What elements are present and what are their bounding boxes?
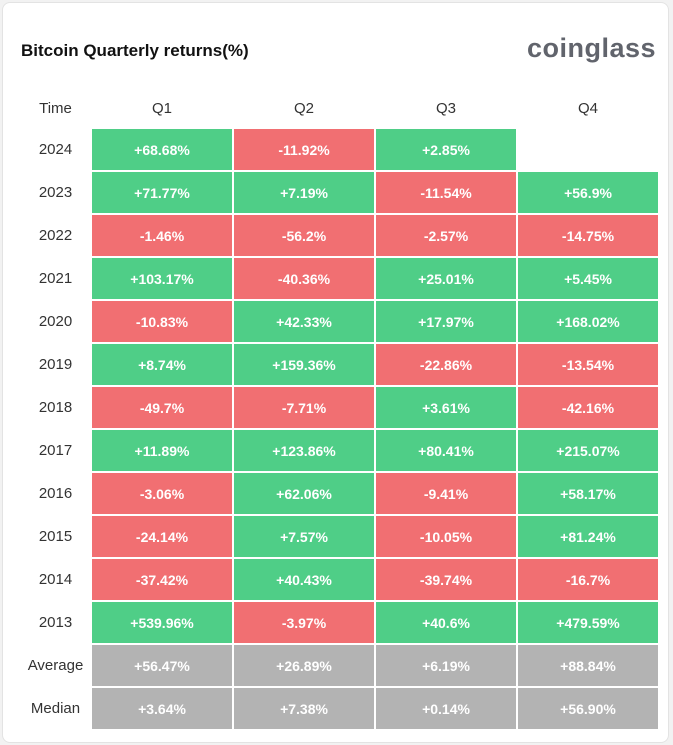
return-cell: -49.7% [92, 387, 232, 428]
row-label: Median [30, 700, 81, 717]
row-label: 2016 [38, 485, 73, 502]
table-row: 2021 +103.17% -40.36% +25.01% +5.45% [21, 258, 658, 299]
return-cell: +17.97% [376, 301, 516, 342]
returns-table: Time Q1 Q2 Q3 Q4 2024 +68.68% -11.92% +2.85% 202… [19, 87, 660, 731]
column-header-q3: Q3 [435, 99, 456, 117]
row-label: Average [27, 657, 84, 674]
table-row: 2013 +539.96% -3.97% +40.6% +479.59% [21, 602, 658, 643]
return-cell: +58.17% [518, 473, 658, 514]
table-row: 2024 +68.68% -11.92% +2.85% [21, 129, 658, 170]
return-cell: -13.54% [518, 344, 658, 385]
return-cell: +68.68% [92, 129, 232, 170]
return-cell: +7.38% [234, 688, 374, 729]
table-row: 2019 +8.74% +159.36% -22.86% -13.54% [21, 344, 658, 385]
return-cell: -2.57% [376, 215, 516, 256]
return-cell: +7.57% [234, 516, 374, 557]
table-row: 2023 +71.77% +7.19% -11.54% +56.9% [21, 172, 658, 213]
return-cell: -3.06% [92, 473, 232, 514]
return-cell: -40.36% [234, 258, 374, 299]
return-cell: -42.16% [518, 387, 658, 428]
empty-cell [518, 129, 658, 170]
table-row: 2016 -3.06% +62.06% -9.41% +58.17% [21, 473, 658, 514]
summary-row: Average +56.47% +26.89% +6.19% +88.84% [21, 645, 658, 686]
return-cell: +56.9% [518, 172, 658, 213]
return-cell: +56.90% [518, 688, 658, 729]
return-cell: +8.74% [92, 344, 232, 385]
return-cell: +215.07% [518, 430, 658, 471]
return-cell: -22.86% [376, 344, 516, 385]
header-row: Time Q1 Q2 Q3 Q4 [21, 89, 658, 127]
return-cell: +479.59% [518, 602, 658, 643]
return-cell: -10.05% [376, 516, 516, 557]
table-row: 2017 +11.89% +123.86% +80.41% +215.07% [21, 430, 658, 471]
return-cell: -24.14% [92, 516, 232, 557]
table-row: 2014 -37.42% +40.43% -39.74% -16.7% [21, 559, 658, 600]
return-cell: -37.42% [92, 559, 232, 600]
return-cell: -56.2% [234, 215, 374, 256]
return-cell: +168.02% [518, 301, 658, 342]
return-cell: +3.64% [92, 688, 232, 729]
return-cell: -9.41% [376, 473, 516, 514]
return-cell: -16.7% [518, 559, 658, 600]
table-row: 2018 -49.7% -7.71% +3.61% -42.16% [21, 387, 658, 428]
return-cell: -39.74% [376, 559, 516, 600]
return-cell: +2.85% [376, 129, 516, 170]
table-body: 2024 +68.68% -11.92% +2.85% 2023 +71.77% +7.19… [21, 129, 658, 729]
column-header-q1: Q1 [151, 99, 172, 117]
return-cell: +11.89% [92, 430, 232, 471]
row-label: 2013 [38, 614, 73, 631]
return-cell: +80.41% [376, 430, 516, 471]
return-cell: -11.92% [234, 129, 374, 170]
return-cell: +62.06% [234, 473, 374, 514]
return-cell: +159.36% [234, 344, 374, 385]
return-cell: -3.97% [234, 602, 374, 643]
table-row: 2015 -24.14% +7.57% -10.05% +81.24% [21, 516, 658, 557]
return-cell: -11.54% [376, 172, 516, 213]
row-label: 2022 [38, 227, 73, 244]
return-cell: +42.33% [234, 301, 374, 342]
return-cell: +88.84% [518, 645, 658, 686]
row-label: 2021 [38, 270, 73, 287]
return-cell: +56.47% [92, 645, 232, 686]
return-cell: +40.6% [376, 602, 516, 643]
row-label: 2019 [38, 356, 73, 373]
return-cell: +6.19% [376, 645, 516, 686]
return-cell: -1.46% [92, 215, 232, 256]
summary-row: Median +3.64% +7.38% +0.14% +56.90% [21, 688, 658, 729]
return-cell: +7.19% [234, 172, 374, 213]
return-cell: +3.61% [376, 387, 516, 428]
column-header-q4: Q4 [577, 99, 598, 117]
return-cell: +71.77% [92, 172, 232, 213]
row-label: 2014 [38, 571, 73, 588]
return-cell: +123.86% [234, 430, 374, 471]
row-label: 2020 [38, 313, 73, 330]
column-header-time: Time [39, 99, 72, 117]
row-label: 2015 [38, 528, 73, 545]
return-cell: +26.89% [234, 645, 374, 686]
column-header-q2: Q2 [293, 99, 314, 117]
return-cell: +539.96% [92, 602, 232, 643]
row-label: 2017 [38, 442, 73, 459]
row-label: 2018 [38, 399, 73, 416]
table-row: 2020 -10.83% +42.33% +17.97% +168.02% [21, 301, 658, 342]
return-cell: +25.01% [376, 258, 516, 299]
table-row: 2022 -1.46% -56.2% -2.57% -14.75% [21, 215, 658, 256]
row-label: 2024 [38, 141, 73, 158]
return-cell: +103.17% [92, 258, 232, 299]
chart-title: Bitcoin Quarterly returns(%) [21, 41, 249, 60]
return-cell: -14.75% [518, 215, 658, 256]
return-cell: -10.83% [92, 301, 232, 342]
row-label: 2023 [38, 184, 73, 201]
return-cell: +5.45% [518, 258, 658, 299]
return-cell: +40.43% [234, 559, 374, 600]
coinglass-logo: coinglass [526, 33, 656, 63]
return-cell: +0.14% [376, 688, 516, 729]
return-cell: +81.24% [518, 516, 658, 557]
return-cell: -7.71% [234, 387, 374, 428]
